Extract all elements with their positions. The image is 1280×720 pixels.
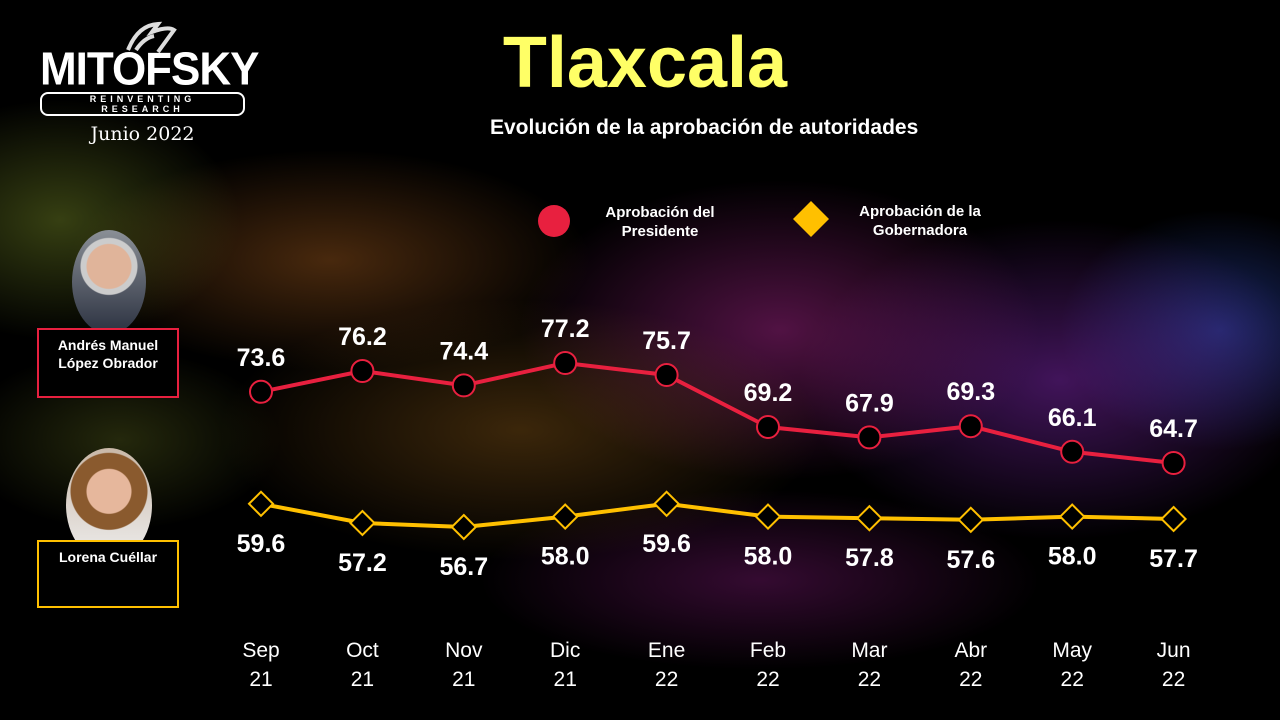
data-label: 56.7 xyxy=(439,553,488,581)
data-point xyxy=(654,363,679,387)
data-point xyxy=(553,351,578,375)
x-tick-label: May xyxy=(1052,639,1092,662)
x-tick-label: 21 xyxy=(249,668,272,691)
x-tick-label: Mar xyxy=(851,639,887,662)
legend-diamond-icon xyxy=(793,201,829,237)
logo-bird-icon xyxy=(126,21,177,54)
series-line-0 xyxy=(260,360,1174,465)
data-point xyxy=(1161,451,1186,475)
data-point xyxy=(855,504,883,532)
data-label: 57.6 xyxy=(946,546,995,574)
x-tick-label: Dic xyxy=(550,639,580,662)
chart-title: Tlaxcala xyxy=(502,23,788,103)
chart-subtitle: Evolución de la aprobación de autoridade… xyxy=(490,116,919,139)
data-point xyxy=(348,509,376,537)
data-point xyxy=(551,503,579,531)
legend-president: Aprobación del Presidente xyxy=(605,204,715,240)
logo-brand: MITOFSKY xyxy=(40,43,260,96)
data-label: 76.2 xyxy=(338,323,387,351)
data-point xyxy=(247,490,275,518)
logo-tagline: REINVENTING RESEARCH xyxy=(40,92,245,116)
data-label: 75.7 xyxy=(642,327,691,355)
data-point xyxy=(1160,505,1188,533)
data-label: 58.0 xyxy=(744,543,793,571)
series-line-1 xyxy=(260,501,1174,530)
x-tick-label: 22 xyxy=(858,668,881,691)
president-photo xyxy=(72,230,146,334)
x-tick-label: Nov xyxy=(445,639,483,662)
x-tick-label: Feb xyxy=(750,639,786,662)
data-label: 57.8 xyxy=(845,544,894,572)
data-label: 66.1 xyxy=(1048,404,1097,432)
x-tick-label: Abr xyxy=(954,639,987,662)
x-tick-label: Jun xyxy=(1157,639,1191,662)
governor-name-box: Lorena Cuéllar xyxy=(37,540,179,608)
president-name-box: Andrés Manuel López Obrador xyxy=(37,328,179,398)
x-tick-label: 21 xyxy=(554,668,577,691)
data-label: 59.6 xyxy=(642,530,691,558)
data-point xyxy=(451,373,476,398)
data-point xyxy=(756,415,780,439)
survey-date: Junio 2022 xyxy=(90,123,195,145)
legend-circle-icon xyxy=(538,205,570,237)
x-tick-label: Oct xyxy=(346,639,379,662)
data-label: 74.4 xyxy=(439,337,488,365)
x-tick-label: 21 xyxy=(351,668,374,691)
data-point xyxy=(350,359,375,383)
data-point xyxy=(1058,503,1086,531)
x-tick-label: Ene xyxy=(648,639,685,662)
data-point xyxy=(653,490,681,518)
x-tick-label: Sep xyxy=(242,639,279,662)
data-point xyxy=(958,414,983,439)
x-tick-label: 22 xyxy=(1061,668,1084,691)
data-label: 58.0 xyxy=(541,543,590,571)
x-tick-label: 22 xyxy=(655,668,678,691)
data-label: 57.7 xyxy=(1149,545,1198,573)
data-point xyxy=(754,503,782,531)
data-label: 59.6 xyxy=(237,530,286,558)
mitofsky-logo: MITOFSKY REINVENTING RESEARCH Junio 2022 xyxy=(40,20,260,145)
data-label: 67.9 xyxy=(845,389,894,417)
x-tick-label: 22 xyxy=(756,668,779,691)
data-label: 58.0 xyxy=(1048,543,1097,571)
data-point xyxy=(957,506,985,534)
x-tick-label: 21 xyxy=(452,668,475,691)
data-point xyxy=(1060,439,1085,464)
legend-governor: Aprobación de la Gobernadora xyxy=(859,203,981,239)
data-point xyxy=(450,513,478,541)
data-label: 69.3 xyxy=(946,378,995,406)
data-label: 64.7 xyxy=(1149,415,1198,443)
data-label: 69.2 xyxy=(744,379,793,407)
data-label: 73.6 xyxy=(237,344,286,372)
data-point xyxy=(249,379,273,404)
x-tick-label: 22 xyxy=(1162,668,1185,691)
data-label: 57.2 xyxy=(338,549,387,577)
data-label: 77.2 xyxy=(541,315,590,343)
data-point xyxy=(857,425,882,450)
x-tick-label: 22 xyxy=(959,668,982,691)
